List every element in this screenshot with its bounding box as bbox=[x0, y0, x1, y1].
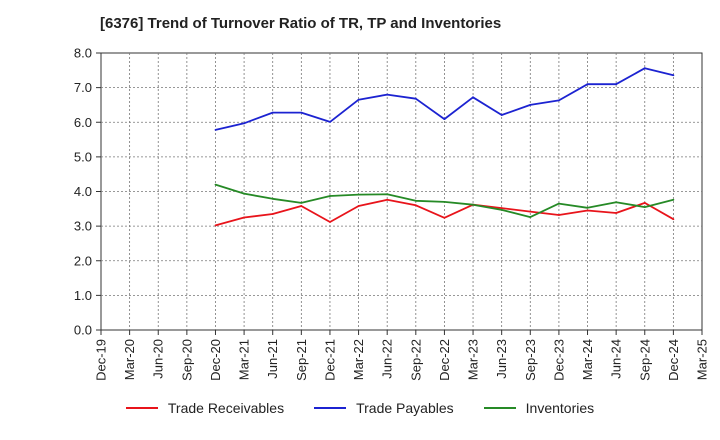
x-tick-label: Mar-22 bbox=[351, 339, 366, 380]
data-point-inventories bbox=[386, 193, 389, 196]
data-point-inventories bbox=[672, 198, 675, 201]
x-tick-label: Sep-21 bbox=[294, 339, 309, 381]
x-tick-label: Jun-23 bbox=[494, 339, 509, 379]
x-tick-label: Mar-20 bbox=[122, 339, 137, 380]
x-tick-label: Mar-24 bbox=[580, 339, 595, 380]
data-point-trade-receivables bbox=[529, 210, 532, 213]
data-point-trade-payables bbox=[414, 97, 417, 100]
legend-label-trade-payables: Trade Payables bbox=[356, 400, 454, 416]
data-point-inventories bbox=[558, 202, 560, 205]
y-tick-label: 6.0 bbox=[74, 115, 92, 130]
data-point-inventories bbox=[529, 216, 532, 219]
data-point-inventories bbox=[300, 202, 303, 204]
data-point-trade-payables bbox=[300, 111, 303, 114]
x-tick-label: Sep-20 bbox=[179, 339, 194, 381]
x-tick-label: Mar-25 bbox=[695, 339, 710, 380]
data-point-trade-payables bbox=[386, 93, 389, 96]
data-point-trade-payables bbox=[357, 98, 360, 101]
data-point-inventories bbox=[472, 203, 474, 206]
data-point-inventories bbox=[500, 209, 503, 211]
data-point-trade-receivables bbox=[386, 198, 389, 201]
data-point-trade-payables bbox=[643, 67, 646, 70]
legend-item-trade-receivables: Trade Receivables bbox=[125, 400, 285, 416]
x-tick-label: Dec-23 bbox=[551, 339, 566, 381]
data-point-trade-payables bbox=[615, 83, 617, 86]
y-tick-label: 7.0 bbox=[74, 80, 92, 95]
x-tick-label: Jun-24 bbox=[609, 339, 624, 379]
data-point-inventories bbox=[329, 195, 331, 197]
x-tick-label: Dec-19 bbox=[94, 339, 109, 381]
x-tick-label: Sep-22 bbox=[408, 339, 423, 381]
data-point-inventories bbox=[643, 206, 646, 209]
y-tick-label: 4.0 bbox=[74, 184, 92, 199]
y-tick-label: 1.0 bbox=[74, 288, 92, 303]
x-tick-label: Sep-24 bbox=[637, 339, 652, 381]
x-tick-label: Dec-20 bbox=[208, 339, 223, 381]
data-point-inventories bbox=[357, 193, 360, 196]
data-point-trade-payables bbox=[214, 129, 217, 131]
legend-swatch-trade-receivables bbox=[125, 407, 158, 409]
data-point-trade-receivables bbox=[672, 218, 675, 221]
legend-swatch-trade-payables bbox=[314, 407, 347, 409]
data-point-trade-receivables bbox=[558, 214, 560, 216]
data-point-inventories bbox=[443, 201, 446, 203]
data-point-inventories bbox=[243, 192, 246, 195]
data-point-trade-receivables bbox=[586, 209, 589, 212]
data-point-trade-receivables bbox=[271, 213, 274, 215]
x-tick-label: Jun-22 bbox=[380, 339, 395, 379]
legend-item-inventories: Inventories bbox=[483, 400, 595, 416]
legend-label-inventories: Inventories bbox=[525, 400, 595, 416]
data-point-inventories bbox=[214, 183, 217, 186]
x-tick-label: Dec-22 bbox=[437, 339, 452, 381]
data-point-trade-payables bbox=[472, 96, 474, 99]
y-tick-label: 5.0 bbox=[74, 149, 92, 164]
data-point-trade-receivables bbox=[329, 221, 331, 223]
data-point-trade-receivables bbox=[643, 202, 646, 204]
y-tick-label: 8.0 bbox=[74, 46, 92, 61]
data-point-trade-receivables bbox=[443, 216, 446, 219]
data-point-inventories bbox=[414, 199, 417, 202]
x-tick-label: Mar-23 bbox=[466, 339, 481, 380]
data-point-inventories bbox=[615, 201, 617, 204]
data-point-inventories bbox=[271, 197, 274, 200]
data-point-trade-receivables bbox=[243, 216, 246, 219]
data-point-inventories bbox=[586, 206, 589, 209]
x-tick-label: Dec-21 bbox=[322, 339, 337, 381]
data-point-trade-payables bbox=[243, 122, 246, 125]
data-point-trade-payables bbox=[586, 83, 589, 86]
data-point-trade-payables bbox=[443, 118, 446, 120]
chart-legend: Trade Receivables Trade Payables Invento… bbox=[0, 400, 720, 416]
data-point-trade-payables bbox=[529, 104, 532, 106]
data-point-trade-receivables bbox=[500, 207, 503, 210]
data-point-trade-payables bbox=[329, 121, 331, 123]
y-tick-label: 3.0 bbox=[74, 219, 92, 234]
data-point-trade-receivables bbox=[414, 204, 417, 207]
x-tick-label: Jun-20 bbox=[151, 339, 166, 379]
data-point-trade-payables bbox=[271, 111, 274, 114]
data-point-trade-payables bbox=[558, 99, 560, 102]
x-tick-label: Dec-24 bbox=[666, 339, 681, 381]
y-tick-label: 2.0 bbox=[74, 253, 92, 268]
x-tick-label: Mar-21 bbox=[237, 339, 252, 380]
data-point-trade-receivables bbox=[357, 205, 360, 207]
data-point-trade-payables bbox=[500, 114, 503, 116]
data-point-trade-receivables bbox=[615, 212, 617, 214]
data-point-trade-payables bbox=[672, 74, 675, 77]
legend-swatch-inventories bbox=[483, 407, 516, 409]
data-point-trade-receivables bbox=[300, 205, 303, 207]
chart-title: [6376] Trend of Turnover Ratio of TR, TP… bbox=[100, 15, 502, 32]
x-tick-label: Sep-23 bbox=[523, 339, 538, 381]
data-point-trade-receivables bbox=[214, 224, 217, 227]
x-tick-label: Jun-21 bbox=[265, 339, 280, 379]
legend-label-trade-receivables: Trade Receivables bbox=[167, 400, 285, 416]
legend-item-trade-payables: Trade Payables bbox=[314, 400, 454, 416]
y-tick-label: 0.0 bbox=[74, 323, 92, 338]
